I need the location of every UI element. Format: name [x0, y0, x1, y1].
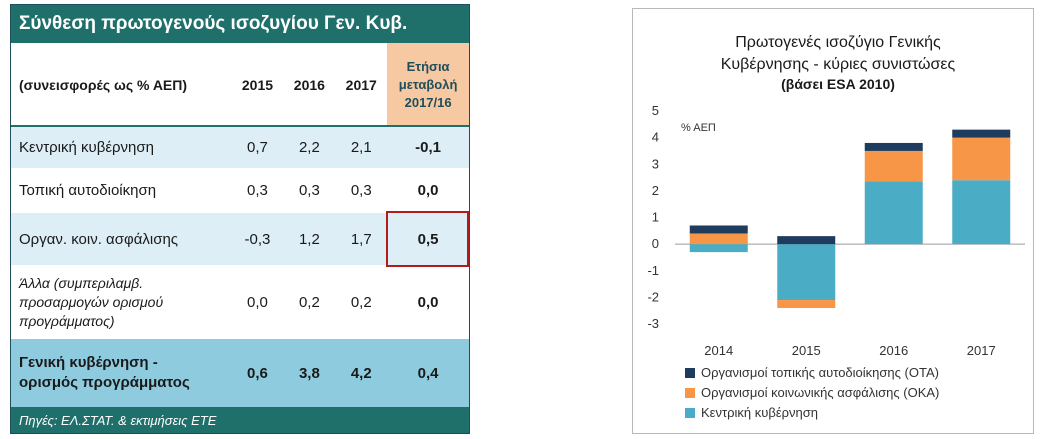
chart-panel: Πρωτογενές ισοζύγιο Γενικής Κυβέρνησης -…	[632, 8, 1034, 434]
bar-segment	[864, 142, 923, 151]
y-tick-label: -3	[647, 316, 659, 331]
chart-title-line1: Πρωτογενές ισοζύγιο Γενικής	[735, 34, 941, 51]
x-tick-label: 2016	[879, 343, 908, 358]
y-tick-label: 3	[652, 156, 659, 171]
table-header-row: (συνεισφορές ως % ΑΕΠ) 2015 2016 2017 Ετ…	[11, 43, 470, 127]
y-tick-label: -1	[647, 263, 659, 278]
composition-table: Σύνθεση πρωτογενούς ισοζυγίου Γεν. Κυβ. …	[10, 4, 470, 434]
bar-segment	[689, 225, 748, 234]
x-tick-label: 2015	[792, 343, 821, 358]
chart-title-line2: Κυβέρνησης - κύριες συνιστώσες	[721, 56, 956, 73]
header-label: (συνεισφορές ως % ΑΕΠ)	[19, 77, 188, 93]
table-row: Τοπική αυτοδιοίκηση 0,3 0,3 0,3 0,0	[11, 168, 470, 213]
stacked-bar-chart: Πρωτογενές ισοζύγιο Γενικής Κυβέρνησης -…	[647, 34, 1025, 420]
legend-entry: Κεντρική κυβέρνηση	[701, 405, 818, 420]
bar-segment	[777, 236, 836, 245]
header-year-2016: 2016	[293, 77, 325, 93]
legend-swatch	[685, 388, 695, 398]
highlight-box	[386, 211, 469, 267]
table-total-row: Γενική κυβέρνηση - ορισμός προγράμματος …	[11, 339, 470, 407]
bar-segment	[777, 244, 836, 301]
header-year-2015: 2015	[241, 77, 274, 93]
legend-entry: Οργανισμοί κοινωνικής ασφάλισης (ΟΚΑ)	[701, 385, 939, 400]
y-tick-label: 5	[652, 103, 659, 118]
bar-segment	[864, 150, 923, 182]
chart-subtitle: (βάσει ESA 2010)	[781, 76, 895, 92]
y-tick-label: 4	[652, 130, 659, 145]
bar-segment	[864, 181, 923, 245]
y-tick-label: 2	[652, 183, 659, 198]
y-tick-label: 0	[652, 236, 659, 251]
y-tick-label: -2	[647, 289, 659, 304]
x-tick-label: 2017	[967, 343, 996, 358]
legend-entry: Οργανισμοί τοπικής αυτοδιοίκησης (ΟΤΑ)	[701, 365, 939, 380]
header-annual-change: Ετήσια μεταβολή 2017/16	[387, 43, 470, 127]
bar-segment	[689, 233, 748, 245]
bar-segment	[952, 180, 1011, 245]
table-source: Πηγές: ΕΛ.ΣΤΑΤ. & εκτιμήσεις ΕΤΕ	[11, 407, 469, 433]
table-title: Σύνθεση πρωτογενούς ισοζυγίου Γεν. Κυβ.	[11, 5, 469, 43]
table-row: Άλλα (συμπεριλαμβ. προσαρμογών ορισμού π…	[11, 265, 470, 339]
y-axis-unit: % ΑΕΠ	[681, 122, 716, 134]
x-tick-label: 2014	[704, 343, 733, 358]
bar-segment	[777, 300, 836, 309]
table-row: Κεντρική κυβέρνηση 0,7 2,2 2,1 -0,1	[11, 127, 470, 168]
header-divider	[11, 125, 469, 127]
legend-swatch	[685, 408, 695, 418]
bar-segment	[689, 244, 748, 253]
bar-segment	[952, 137, 1011, 181]
header-year-2017: 2017	[345, 77, 377, 93]
legend-swatch	[685, 368, 695, 378]
y-tick-label: 1	[652, 210, 659, 225]
table-row: Οργαν. κοιν. ασφάλισης -0,3 1,2 1,7 0,5	[11, 213, 470, 265]
bar-segment	[952, 129, 1011, 138]
